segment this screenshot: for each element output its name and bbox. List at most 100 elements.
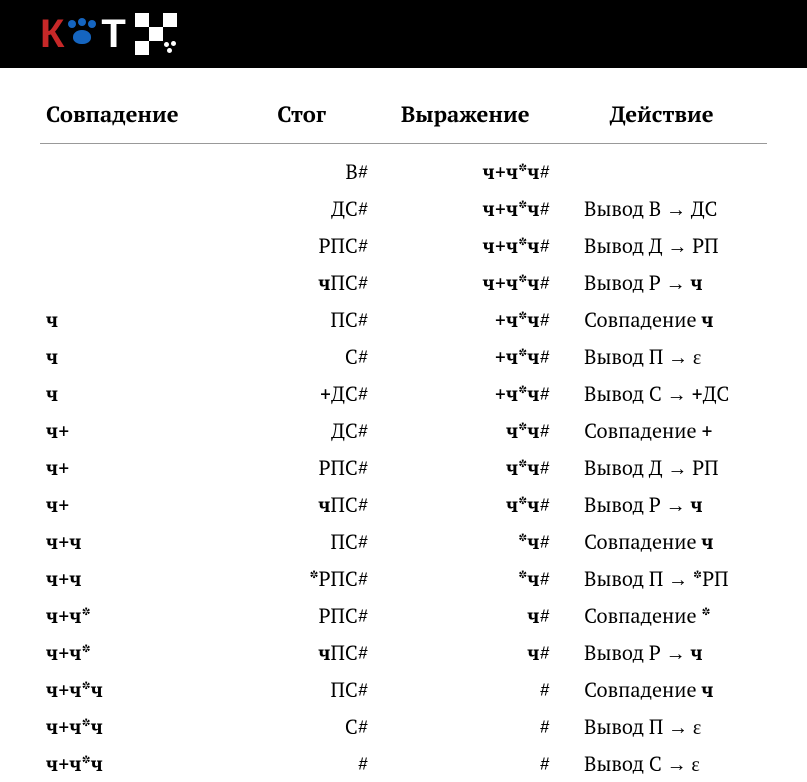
table-row: РПС#ч+ч*ч#Вывод Д → РП bbox=[40, 227, 767, 264]
text-segment: # bbox=[539, 750, 550, 777]
cell-action: Вывод Р → ч bbox=[556, 634, 767, 671]
text-segment: ч bbox=[527, 602, 539, 629]
text-segment: Вывод Д → РП bbox=[584, 454, 718, 481]
cell-expr: +ч*ч# bbox=[374, 338, 556, 375]
text-segment: # bbox=[539, 713, 550, 740]
cell-match bbox=[40, 264, 229, 301]
text-segment: ч*ч bbox=[506, 491, 539, 518]
text-segment: ДС bbox=[703, 380, 730, 407]
cell-match: ч+ч*ч bbox=[40, 708, 229, 745]
cell-action: Совпадение ч bbox=[556, 301, 767, 338]
text-segment: Совпадение bbox=[584, 676, 701, 703]
text-segment: # bbox=[539, 232, 550, 259]
cell-action: Вывод С → ε bbox=[556, 745, 767, 782]
text-segment: ч+ч*ч bbox=[483, 158, 540, 185]
text-segment: + bbox=[701, 417, 712, 444]
cell-stack: РПС# bbox=[229, 227, 374, 264]
text-segment: * bbox=[701, 602, 710, 629]
table-row: чС#+ч*ч#Вывод П → ε bbox=[40, 338, 767, 375]
cell-expr: # bbox=[374, 745, 556, 782]
text-segment: В# bbox=[345, 158, 368, 185]
header-bar: К Т bbox=[0, 0, 807, 68]
text-segment: Вывод П → ε bbox=[584, 713, 701, 740]
table-row: ч+ч*ч##Вывод С → ε bbox=[40, 745, 767, 782]
text-segment: Вывод Р → bbox=[584, 639, 690, 666]
cell-action: Вывод Р → ч bbox=[556, 486, 767, 523]
text-segment: ДС# bbox=[331, 195, 368, 222]
cell-match: ч+ч* bbox=[40, 634, 229, 671]
text-segment: ПС# bbox=[331, 639, 369, 666]
text-segment: ПС# bbox=[331, 676, 369, 703]
text-segment: +ч*ч bbox=[495, 306, 540, 333]
text-segment: ПС# bbox=[331, 269, 369, 296]
table-row: ч+чПС#ч*ч#Вывод Р → ч bbox=[40, 486, 767, 523]
text-segment: +ч*ч bbox=[495, 380, 540, 407]
text-segment: # bbox=[539, 639, 550, 666]
text-segment: ПС# bbox=[331, 306, 369, 333]
text-segment: Вывод Д → РП bbox=[584, 232, 718, 259]
text-segment: ч bbox=[690, 639, 702, 666]
cell-action: Вывод С → +ДС bbox=[556, 375, 767, 412]
text-segment: # bbox=[539, 565, 550, 592]
text-segment: РПС# bbox=[319, 602, 369, 629]
cell-action: Вывод В → ДС bbox=[556, 190, 767, 227]
cell-stack: ДС# bbox=[229, 190, 374, 227]
text-segment: # bbox=[539, 491, 550, 518]
cell-action: Вывод Д → РП bbox=[556, 449, 767, 486]
table-row: ч+ДС#ч*ч#Совпадение + bbox=[40, 412, 767, 449]
cell-expr: +ч*ч# bbox=[374, 375, 556, 412]
text-segment: # bbox=[539, 528, 550, 555]
col-header-action: Действие bbox=[556, 92, 767, 144]
text-segment: ДС# bbox=[331, 417, 368, 444]
text-segment: Совпадение bbox=[584, 528, 701, 555]
cell-action: Вывод Р → ч bbox=[556, 264, 767, 301]
text-segment: Вывод Р → bbox=[584, 269, 690, 296]
col-header-stack: Стог bbox=[229, 92, 374, 144]
text-segment: ч bbox=[318, 639, 330, 666]
cell-action: Совпадение + bbox=[556, 412, 767, 449]
text-segment: Вывод П → ε bbox=[584, 343, 701, 370]
table-row: ч+РПС#ч*ч#Вывод Д → РП bbox=[40, 449, 767, 486]
text-segment: ч bbox=[701, 528, 713, 555]
text-segment: РП bbox=[702, 565, 728, 592]
cell-expr: ч*ч# bbox=[374, 486, 556, 523]
text-segment: # bbox=[539, 158, 550, 185]
text-segment: Вывод С → ε bbox=[584, 750, 700, 777]
text-segment: РПС# bbox=[319, 565, 369, 592]
cell-match: ч+ч*ч bbox=[40, 671, 229, 708]
cell-stack: чПС# bbox=[229, 634, 374, 671]
cell-expr: *ч# bbox=[374, 560, 556, 597]
text-segment: + bbox=[691, 380, 702, 407]
cell-match: ч bbox=[40, 338, 229, 375]
text-segment: ч bbox=[318, 491, 330, 518]
cell-action: Вывод П → ε bbox=[556, 708, 767, 745]
text-segment: ПС# bbox=[331, 491, 369, 518]
col-header-match: Совпадение bbox=[40, 92, 229, 144]
text-segment: ч bbox=[690, 491, 702, 518]
text-segment: + bbox=[320, 380, 331, 407]
cell-expr: +ч*ч# bbox=[374, 301, 556, 338]
checker-icon bbox=[135, 13, 177, 55]
text-segment: Вывод П → bbox=[584, 565, 693, 592]
col-header-expr: Выражение bbox=[374, 92, 556, 144]
cell-action: Совпадение ч bbox=[556, 671, 767, 708]
text-segment: # bbox=[358, 750, 369, 777]
text-segment: +ч*ч bbox=[495, 343, 540, 370]
cell-expr: ч# bbox=[374, 634, 556, 671]
text-segment: ч+ч*ч bbox=[483, 269, 540, 296]
text-segment: ч bbox=[527, 639, 539, 666]
cell-stack: +ДС# bbox=[229, 375, 374, 412]
cell-action: Вывод Д → РП bbox=[556, 227, 767, 264]
text-segment: Вывод Р → bbox=[584, 491, 690, 518]
text-segment: ч*ч bbox=[506, 454, 539, 481]
parse-table: Совпадение Стог Выражение Действие В#ч+ч… bbox=[40, 92, 767, 782]
logo-letter-t: Т bbox=[101, 12, 124, 57]
cell-match bbox=[40, 144, 229, 191]
cell-stack: С# bbox=[229, 708, 374, 745]
text-segment: # bbox=[539, 195, 550, 222]
text-segment: # bbox=[539, 306, 550, 333]
text-segment: Вывод С → bbox=[584, 380, 691, 407]
cell-match bbox=[40, 190, 229, 227]
cell-stack: *РПС# bbox=[229, 560, 374, 597]
cell-expr: ч+ч*ч# bbox=[374, 144, 556, 191]
